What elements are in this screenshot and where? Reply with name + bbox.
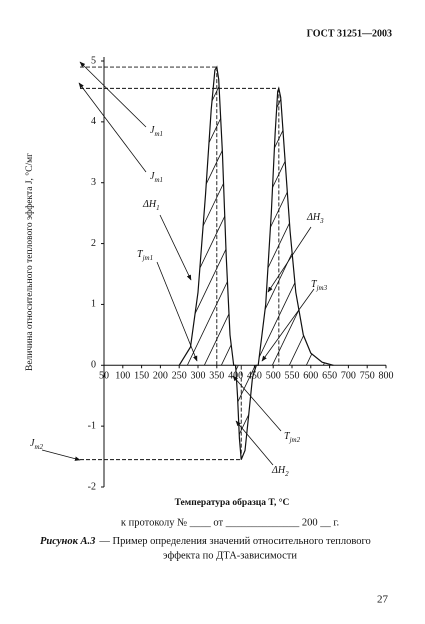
annotation-subscript: 2 <box>285 470 289 478</box>
x-tick-label: 550 <box>285 371 300 382</box>
y-tick-label: 0 <box>91 360 96 371</box>
annotation: ΔH1 <box>142 199 160 211</box>
annotation: Jm1 <box>150 171 163 183</box>
x-tick-label: 450 <box>247 371 262 382</box>
arrow <box>267 226 312 293</box>
x-tick-label: 600 <box>303 371 318 382</box>
hatch-line <box>179 67 334 460</box>
x-tick-label: 50 <box>99 371 109 382</box>
protocol-line: к протоколу № ____ от ______________ 200… <box>121 517 339 528</box>
annotation-subscript: m2 <box>34 443 43 451</box>
y-tick-label: 4 <box>91 116 96 127</box>
annotation-subscript: jm3 <box>316 284 328 292</box>
x-tick-label: 500 <box>266 371 281 382</box>
annotation-subscript: 3 <box>319 217 324 225</box>
y-tick-label: 3 <box>91 177 96 188</box>
x-tick-label: 650 <box>322 371 337 382</box>
annotation-symbol: ΔH <box>271 465 286 476</box>
arrow <box>78 82 147 173</box>
hatch-line <box>196 67 334 460</box>
caption: Рисунок А.3— Пример определения значений… <box>40 536 371 547</box>
x-tick-label: 250 <box>172 371 187 382</box>
annotation-symbol: T <box>137 249 144 260</box>
x-tick-label: 100 <box>115 371 130 382</box>
x-axis-title: Температура образца T, °С <box>175 497 290 508</box>
x-tick-label: 700 <box>341 371 356 382</box>
annotation-subscript: jm1 <box>142 254 154 262</box>
annotation-subscript: 1 <box>156 204 160 212</box>
annotation-symbol: T <box>284 431 291 442</box>
x-tick-label: 200 <box>153 371 168 382</box>
annotation-symbol: T <box>311 279 318 290</box>
page-number: 27 <box>377 594 389 606</box>
x-tick-label: 800 <box>379 371 394 382</box>
y-tick-label: 5 <box>91 55 96 66</box>
annotation-symbol: J <box>30 438 35 449</box>
x-tick-label: 750 <box>360 371 375 382</box>
y-tick-label: 2 <box>91 238 96 249</box>
annotation: ΔH2 <box>271 465 289 477</box>
annotation-symbol: ΔH <box>142 199 157 210</box>
y-axis-title: Величина относительного теплового эффект… <box>24 153 35 371</box>
series-line <box>178 65 334 460</box>
x-tick-label: 300 <box>191 371 206 382</box>
x-tick-label: 350 <box>209 371 224 382</box>
annotation: Jm1 <box>150 125 163 137</box>
annotation-subscript: m1 <box>154 130 163 138</box>
x-tick-label: 150 <box>134 371 149 382</box>
annotation-subscript: m1 <box>154 176 163 184</box>
arrow <box>41 449 81 461</box>
annotation: Tjm2 <box>284 431 301 443</box>
y-tick-label: 1 <box>91 299 96 310</box>
y-tick-label: -2 <box>88 481 96 492</box>
annotation-symbol: J <box>150 125 155 136</box>
x-tick-label: 400 <box>228 371 243 382</box>
caption-text: — Пример определения значений относитель… <box>98 536 370 547</box>
caption-text: эффекта по ДТА-зависимости <box>163 550 297 561</box>
annotation: Jm2 <box>30 438 44 450</box>
arrow <box>261 288 315 362</box>
y-tick-label: -1 <box>88 420 96 431</box>
caption-label: Рисунок А.3 <box>40 536 95 547</box>
arrow <box>79 61 147 128</box>
annotation-symbol: J <box>150 171 155 182</box>
annotation-symbol: ΔH <box>306 212 321 223</box>
arrow <box>159 214 192 281</box>
header: ГОСТ 31251—2003 <box>307 28 392 39</box>
annotation: Tjm1 <box>137 249 153 261</box>
annotation: ΔH3 <box>306 212 324 224</box>
annotation: Tjm3 <box>311 279 328 291</box>
annotation-subscript: jm2 <box>289 436 301 444</box>
